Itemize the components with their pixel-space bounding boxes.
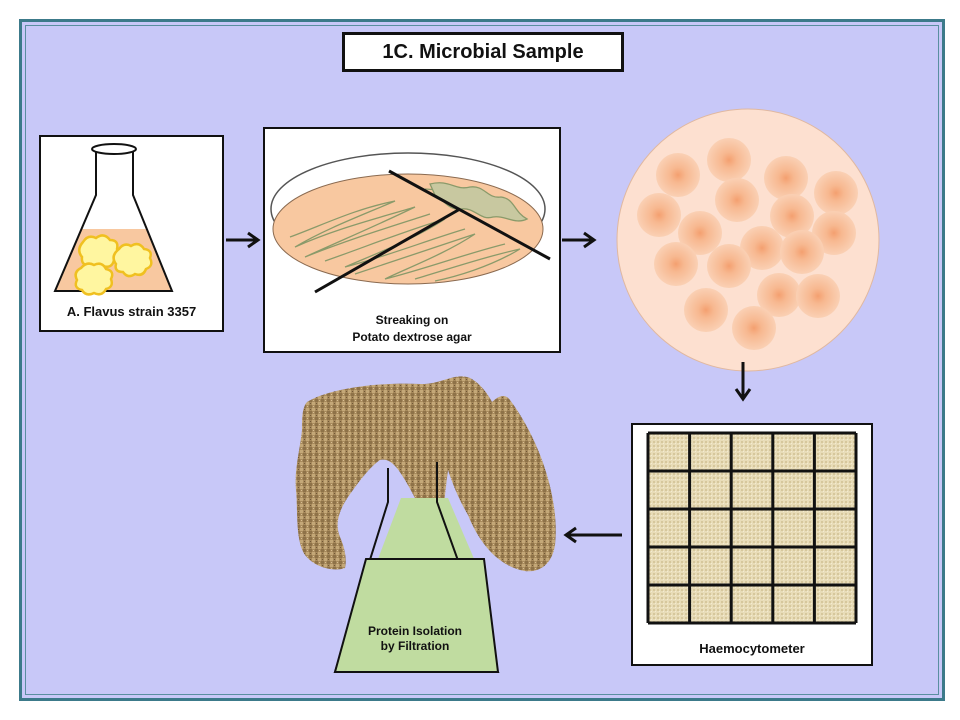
streaking-label-line2: Potato dextrose agar [352,330,472,344]
culture-flask-illustration [53,143,174,296]
fungal-colonies [74,234,153,296]
flask-outline [53,147,174,292]
haemocytometer-chamber [648,433,856,623]
culture-flask-panel: A. Flavus strain 3357 [39,135,224,332]
culture-label: A. Flavus strain 3357 [66,304,197,319]
streaking-panel: Streaking on Potato dextrose agar [263,127,561,353]
haemocytometer-label: Haemocytometer [699,641,805,656]
filtration-label-line1: Protein Isolation [367,624,462,638]
flask-mouth [91,143,137,155]
haemocytometer-panel: Haemocytometer [631,423,873,666]
quadrant-divider-2 [314,207,461,294]
streaking-label-line1: Streaking on [375,313,449,327]
agar-surface [272,173,544,285]
haemocytometer-grid [646,431,858,625]
diagram-title: 1C. Microbial Sample [342,32,624,72]
petri-dish-illustration [270,152,551,294]
filtration-label: Protein Isolation by Filtration [336,624,494,654]
quadrant-divider-1 [388,169,551,261]
diagram-frame-inner [25,25,939,695]
haemocytometer-grid-illustration [646,431,858,625]
filtration-label-line2: by Filtration [380,639,450,653]
